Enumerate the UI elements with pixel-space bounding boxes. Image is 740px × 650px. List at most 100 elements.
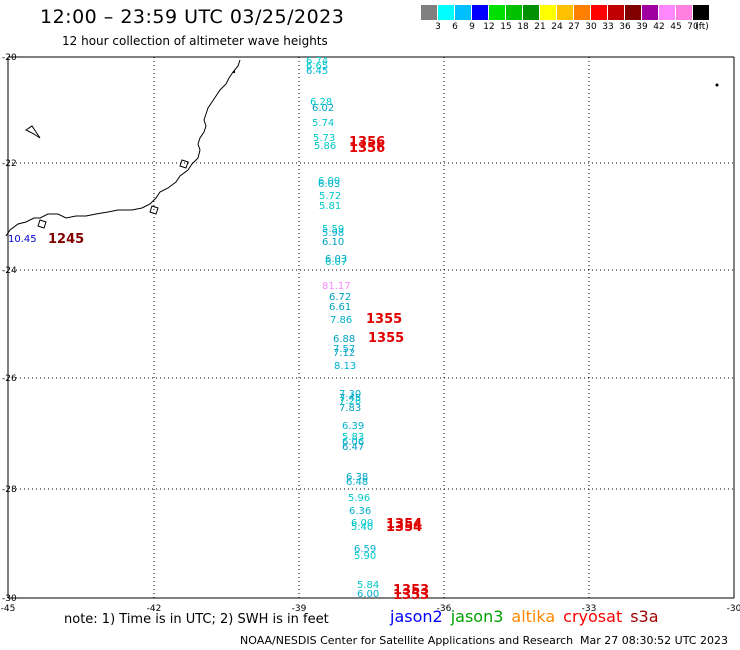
- scale-swatch: [676, 5, 693, 20]
- legend-jason3: jason3: [450, 607, 504, 626]
- wave-height-label: 6.45: [306, 66, 328, 77]
- island-1: [25, 125, 41, 139]
- pass-time-label: 1245: [48, 232, 84, 247]
- wave-height-label: 6.03: [325, 254, 347, 265]
- wave-height-label: 6.48: [346, 477, 368, 488]
- axis-labels: -20-22-24-26-28-30-45 -42 -39 -36 -33 -30: [1, 53, 740, 614]
- scale-swatch: [574, 5, 591, 20]
- page-subtitle: 12 hour collection of altimeter wave hei…: [62, 34, 328, 48]
- footer-note: note: 1) Time is in UTC; 2) SWH is in fe…: [64, 612, 329, 627]
- lat-lon-grid: [7, 56, 735, 599]
- wave-height-label: 6.03: [318, 179, 340, 190]
- wave-height-label: 7.86: [330, 315, 352, 326]
- footer-credit: NOAA/NESDIS Center for Satellite Applica…: [240, 634, 574, 647]
- scale-swatch: [608, 5, 625, 20]
- wave-height-label: 6.36: [349, 506, 371, 517]
- scale-label: 12: [483, 22, 495, 32]
- scale-label: 9: [469, 22, 475, 32]
- footer-timestamp: Mar 27 08:30:52 UTC 2023: [580, 634, 728, 647]
- island-2: [179, 159, 189, 169]
- lat-label: -20: [2, 53, 17, 63]
- wave-height-label: 5.74: [312, 118, 334, 129]
- scale-label: 3: [435, 22, 441, 32]
- wave-height-label: 6.59: [354, 544, 376, 555]
- wave-height-label: 6.47: [342, 442, 364, 453]
- wave-height-label: 5.84: [357, 580, 379, 591]
- wave-height-label: 7.45: [339, 393, 361, 404]
- lat-label: -24: [2, 266, 17, 276]
- legend-s3a: s3a: [630, 607, 659, 626]
- scale-label: (ft): [695, 22, 709, 32]
- coastline-brazil: [5, 59, 241, 237]
- wave-height-label: 5.73: [313, 133, 335, 144]
- wave-height-label: 6.07: [325, 257, 347, 268]
- wave-height-label: 5.72: [319, 191, 341, 202]
- lon-label: -30: [727, 604, 740, 614]
- scale-label: 33: [602, 22, 614, 32]
- wave-height-label: 6.06: [342, 437, 364, 448]
- pass-time-label: 1356: [349, 141, 385, 156]
- pass-time-label: 1356: [349, 135, 385, 150]
- color-scale-bar: [421, 5, 710, 20]
- wave-height-label: 5.90: [354, 551, 376, 562]
- scale-label: 27: [568, 22, 580, 32]
- scale-swatch: [421, 5, 438, 20]
- wave-height-label: 6.02: [312, 103, 334, 114]
- scale-label: 30: [585, 22, 597, 32]
- wave-height-label: 5.81: [319, 201, 341, 212]
- scale-label: 6: [452, 22, 458, 32]
- wave-height-label: 7.12: [333, 348, 355, 359]
- wave-height-label: 6.88: [333, 334, 355, 345]
- legend-jason2: jason2: [390, 607, 443, 626]
- wave-height-label: 5.40: [351, 522, 373, 533]
- lon-label: -36: [437, 604, 452, 614]
- scale-swatch: [625, 5, 642, 20]
- island-3: [149, 205, 159, 215]
- wave-height-label: 6.61: [329, 302, 351, 313]
- scale-label: 15: [500, 22, 512, 32]
- wave-height-label: 6.28: [310, 97, 332, 108]
- lat-label: -30: [2, 594, 17, 604]
- wave-height-label: 6.00: [357, 589, 379, 600]
- island-dot-2: [232, 70, 236, 74]
- wave-height-label: 6.38: [346, 472, 368, 483]
- lat-label: -28: [2, 485, 17, 495]
- wave-height-label: 6.00: [351, 518, 373, 529]
- wave-height-label: 8.13: [334, 361, 356, 372]
- pass-time-label: 1353: [393, 588, 429, 603]
- pass-time-label: 1353: [393, 583, 429, 598]
- pass-time-label: 1355: [368, 331, 404, 346]
- wave-height-label: 6.65: [306, 61, 328, 72]
- lon-label: -42: [147, 604, 162, 614]
- lat-label: -26: [2, 374, 17, 384]
- wave-height-label: 6.39: [342, 421, 364, 432]
- lat-label: -22: [2, 159, 17, 169]
- scale-swatch: [642, 5, 659, 20]
- lon-label: -39: [292, 604, 307, 614]
- wave-height-label: 7.57: [333, 344, 355, 355]
- wave-height-label: 5.98: [322, 228, 344, 239]
- wave-height-label: 6.10: [322, 237, 344, 248]
- scale-label: 24: [551, 22, 563, 32]
- island-dot: [715, 83, 719, 87]
- scale-swatch: [540, 5, 557, 20]
- wave-height-label: 6.74: [306, 56, 328, 67]
- wave-height-label: 7.83: [339, 403, 361, 414]
- scale-label: 36: [619, 22, 631, 32]
- pass-time-label: 1354: [386, 520, 422, 535]
- scale-swatch: [659, 5, 676, 20]
- scale-label: 42: [653, 22, 665, 32]
- scale-label: 39: [636, 22, 648, 32]
- satellite-legend: jason2 jason3 altika cryosat s3a: [390, 607, 667, 626]
- wave-height-label: 7.28: [339, 396, 361, 407]
- scale-swatch: [489, 5, 506, 20]
- scale-label: 70: [687, 22, 699, 32]
- wave-height-label: 5.83: [342, 432, 364, 443]
- page-title: 12:00 – 23:59 UTC 03/25/2023: [40, 6, 345, 28]
- pass-time-label: 1354: [386, 517, 422, 532]
- legend-cryosat: cryosat: [563, 607, 623, 626]
- wave-height-label: 6.00: [318, 176, 340, 187]
- wave-height-label: 6.72: [329, 292, 351, 303]
